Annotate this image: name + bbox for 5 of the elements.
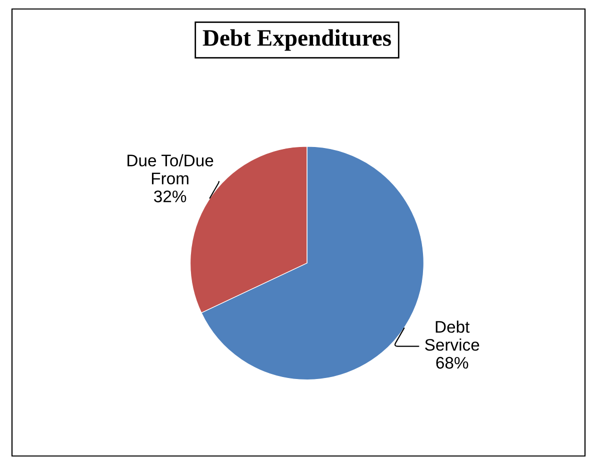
- slice-label: Due To/Due From: [128, 154, 214, 184]
- slice-label: Debt Service: [425, 320, 480, 351]
- chart-title: Debt Expenditures: [202, 29, 391, 51]
- data-label: 68%: [436, 356, 468, 369]
- data-label: 32%: [154, 190, 186, 202]
